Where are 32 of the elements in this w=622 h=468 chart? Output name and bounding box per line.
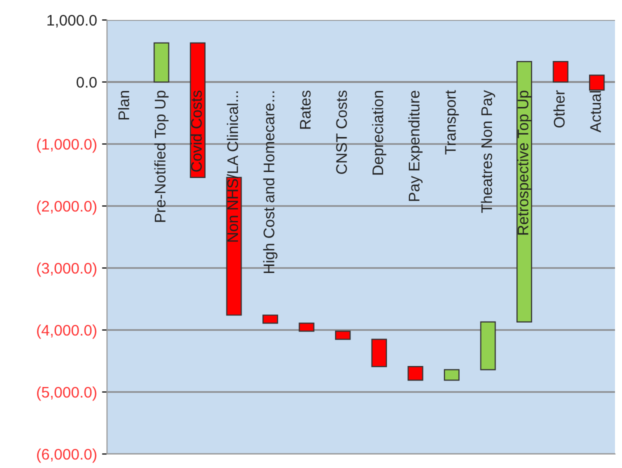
y-tick-label: (3,000.0) xyxy=(37,262,96,277)
x-tick-label: Transport xyxy=(445,90,459,155)
bar xyxy=(371,338,387,368)
bar xyxy=(335,330,351,340)
bar xyxy=(480,321,496,370)
x-tick-label: Non NHS/LA Clinical... xyxy=(226,91,238,242)
y-tick-label: (4,000.0) xyxy=(37,324,96,339)
x-tick-label: Retrospective Top Up xyxy=(517,90,532,235)
y-tick-label: 0.0 xyxy=(76,76,97,88)
bar xyxy=(154,42,170,83)
x-tick-label: Pre-Notified Top Up xyxy=(154,90,169,222)
x-tick-label: Rates xyxy=(300,90,311,129)
x-tick-label: Covid Costs xyxy=(190,90,202,172)
y-tick-label: (5,000.0) xyxy=(37,386,96,401)
x-tick-label: CNST Costs xyxy=(336,90,347,174)
y-tick-label: 1,000.0 xyxy=(47,14,97,28)
x-tick-label: Plan xyxy=(118,91,130,120)
bar xyxy=(589,74,605,91)
bar xyxy=(262,314,278,324)
x-tick-label: Depreciation xyxy=(372,91,386,175)
y-tick-label: (1,000.0) xyxy=(37,138,96,153)
y-tick-label: (6,000.0) xyxy=(37,448,96,463)
x-tick-label: Other xyxy=(553,90,565,128)
bar xyxy=(552,60,568,83)
x-tick-label: Theatres Non Pay xyxy=(480,90,496,213)
bar xyxy=(444,369,460,381)
x-tick-label: High Cost and Homecare... xyxy=(263,91,278,274)
x-tick-label: Pay Expenditure xyxy=(408,90,423,201)
bar xyxy=(298,322,314,332)
y-tick-label: (2,000.0) xyxy=(37,200,96,215)
bar xyxy=(408,366,424,381)
x-tick-label: Actual xyxy=(590,91,601,132)
